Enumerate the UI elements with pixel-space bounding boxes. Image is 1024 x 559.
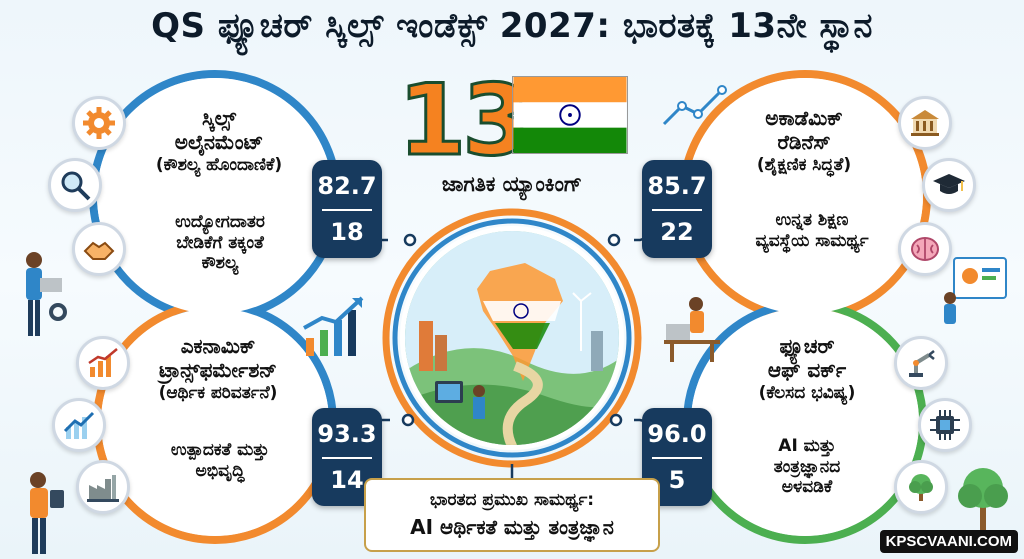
person-with-laptop-illustration [14, 250, 68, 342]
skills-description: ಉದ್ಯೋಗದಾತರ ಬೇಡಿಕೆಗೆ ತಕ್ಕಂತೆ ಕೌಶಲ್ಯ [175, 212, 265, 274]
trend-arrow-icon [52, 398, 106, 452]
page-title: QS ಫ್ಯೂಚರ್ ಸ್ಕಿಲ್ಸ್ ಇಂಡೆಕ್ಸ್ 2027: ಭಾರತಕ… [151, 6, 873, 46]
dashboard-screen-illustration [940, 254, 1010, 326]
academic-description: ಉನ್ನತ ಶಿಕ್ಷಣ ವ್ಯವಸ್ಥೆಯ ಸಾಮರ್ಥ್ಯ [755, 210, 869, 251]
india-landscape-illustration [400, 226, 624, 450]
handshake-icon [72, 222, 126, 276]
panel-economic-transformation [101, 308, 329, 536]
academic-title: ಅಕಾಡೆಮಿಕ್ ರೆಡಿನೆಸ್ (ಶೈಕ್ಷಣಿಕ ಸಿದ್ಧತೆ) [756, 106, 852, 175]
panel-future-of-work [691, 308, 919, 536]
economic-score: 93.3 [317, 420, 377, 448]
person-with-tablet-illustration [16, 470, 72, 556]
future-score-badge: 96.0 5 [642, 408, 712, 506]
india-rank-number: 13 [396, 64, 531, 178]
robot-arm-icon [894, 336, 948, 390]
future-description: AI ಮತ್ತು ತಂತ್ರಜ್ಞಾನದ ಅಳವಡಿಕೆ [773, 436, 841, 498]
academic-rank: 22 [660, 218, 694, 246]
global-ranking-label: ಜಾಗತಿಕ ಯ್ಯಾಂಕಿಂಗ್ [441, 172, 583, 196]
key-strength-box: ಭಾರತದ ಪ್ರಮುಖ ಸಾಮರ್ಥ್ಯ: AI ಆರ್ಥಿಕತೆ ಮತ್ತು… [364, 478, 660, 552]
skills-rank: 18 [330, 218, 364, 246]
key-strength-value: AI ಆರ್ಥಿಕತೆ ಮತ್ತು ತಂತ್ರಜ್ಞಾನ [410, 514, 614, 539]
panel-academic-readiness [687, 78, 923, 314]
future-score: 96.0 [647, 420, 707, 448]
watermark: KPSCVAANI.COM [879, 530, 1018, 553]
skills-score: 82.7 [317, 172, 377, 200]
tree-illustration [950, 462, 1016, 532]
academic-score: 85.7 [647, 172, 707, 200]
economic-rank: 14 [330, 466, 364, 494]
skills-title: ಸ್ಕಿಲ್ಸ್ ಅಲೈನಮೆಂಟ್ (ಕೌಶಲ್ಯ ಹೊಂದಾಣಿಕೆ) [155, 106, 283, 175]
economic-description: ಉತ್ಪಾದಕತೆ ಮತ್ತು ಅಭಿವೃದ್ಧಿ [170, 440, 270, 481]
academic-score-badge: 85.7 22 [642, 160, 712, 258]
future-rank: 5 [668, 466, 686, 494]
key-strength-label: ಭಾರತದ ಪ್ರಮುಖ ಸಾಮರ್ಥ್ಯ: [429, 490, 595, 510]
gear-icon [72, 96, 126, 150]
economic-title: ಎಕನಾಮಿಕ್ ಟ್ರಾನ್ಸ್‌ಫರ್ಮೇಶನ್ (ಆರ್ಥಿಕ ಪರಿವರ… [158, 334, 278, 403]
india-flag-icon [512, 76, 628, 154]
panel-skills-alignment [97, 78, 333, 314]
growth-chart-illustration [300, 290, 370, 360]
economic-score-badge: 93.3 14 [312, 408, 382, 506]
chip-icon [918, 398, 972, 452]
tree-icon [894, 460, 948, 514]
desk-worker-illustration [656, 290, 726, 364]
bar-chart-icon [76, 336, 130, 390]
skills-score-badge: 82.7 18 [312, 160, 382, 258]
line-chart-illustration [660, 84, 730, 130]
future-title: ಫ್ಯೂಚರ್ ಆಫ್ ವರ್ಕ್ (ಕೆಲಸದ ಭವಿಷ್ಯ) [758, 334, 856, 403]
brain-icon [898, 222, 952, 276]
graduation-cap-icon [922, 158, 976, 212]
factory-icon [76, 460, 130, 514]
magnifier-icon [48, 158, 102, 212]
university-icon [898, 96, 952, 150]
